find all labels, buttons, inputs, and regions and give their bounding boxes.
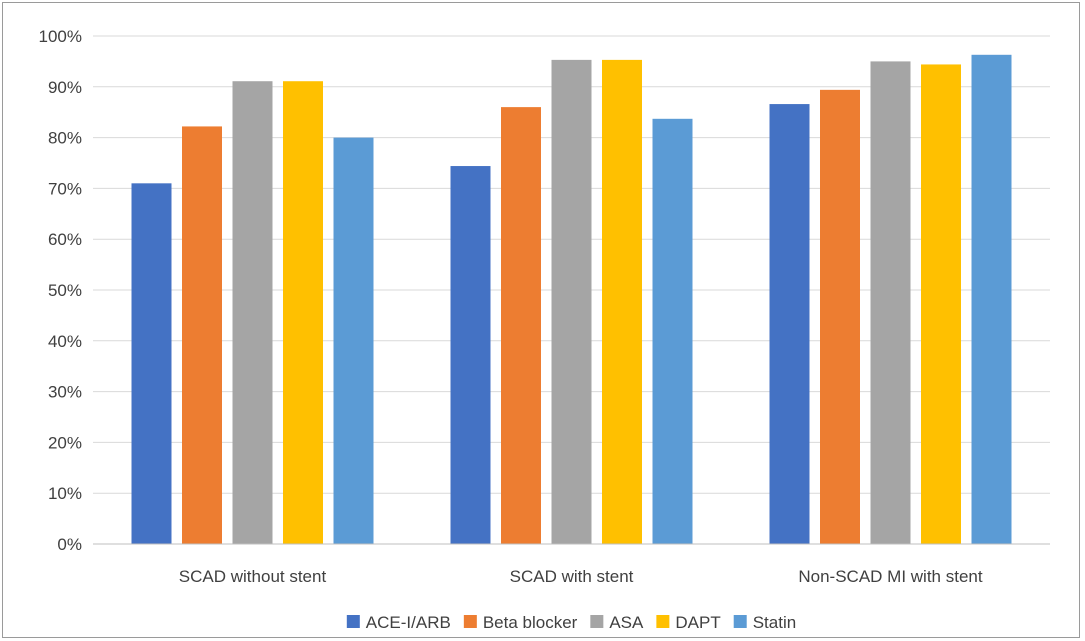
bar xyxy=(602,59,642,544)
legend-label: ASA xyxy=(609,613,644,632)
y-tick-label: 100% xyxy=(39,27,82,46)
legend-swatch xyxy=(463,615,477,628)
bar xyxy=(333,137,374,544)
y-axis-ticks: 0% 10% 20% 30% 40% 50% 60% 70% 80% 90% 100% xyxy=(39,27,82,554)
legend: ACE-I/ARB Beta blocker ASA DAPT Statin xyxy=(346,613,796,632)
bars xyxy=(131,54,1012,545)
bar xyxy=(971,54,1012,545)
x-category-label: SCAD with stent xyxy=(510,567,634,586)
y-tick-label: 50% xyxy=(48,281,82,300)
bar xyxy=(232,81,273,544)
bar xyxy=(652,118,693,544)
bar xyxy=(870,61,911,545)
legend-label: Statin xyxy=(753,613,796,632)
legend-label: Beta blocker xyxy=(483,613,578,632)
y-tick-label: 90% xyxy=(48,78,82,97)
x-category-label: SCAD without stent xyxy=(179,567,327,586)
y-tick-label: 10% xyxy=(48,484,82,503)
bar xyxy=(450,166,491,544)
legend-swatch xyxy=(656,615,670,628)
legend-swatch xyxy=(733,615,747,628)
bar xyxy=(820,89,860,545)
bar xyxy=(182,126,222,544)
bar xyxy=(769,104,810,545)
legend-label: ACE-I/ARB xyxy=(366,613,451,632)
legend-swatch xyxy=(590,615,604,628)
y-tick-label: 0% xyxy=(57,535,82,554)
y-tick-label: 70% xyxy=(48,179,82,198)
y-tick-label: 20% xyxy=(48,433,82,452)
y-tick-label: 40% xyxy=(48,332,82,351)
bar xyxy=(501,107,541,545)
bar xyxy=(921,64,961,544)
x-category-label: Non-SCAD MI with stent xyxy=(798,567,982,586)
legend-label: DAPT xyxy=(675,613,720,632)
x-axis-category-labels: SCAD without stent SCAD with stent Non-SCA… xyxy=(179,567,983,586)
y-tick-label: 80% xyxy=(48,129,82,148)
bar xyxy=(283,81,323,544)
bar xyxy=(131,183,172,544)
y-tick-label: 60% xyxy=(48,230,82,249)
legend-swatch xyxy=(346,615,360,628)
y-tick-label: 30% xyxy=(48,383,82,402)
bar xyxy=(551,59,592,544)
